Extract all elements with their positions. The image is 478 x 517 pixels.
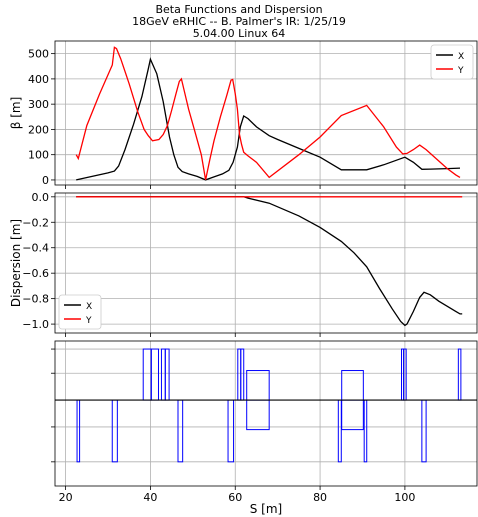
y-axis-label: β [m] — [9, 97, 23, 130]
x-tick-label-1: 40 — [143, 491, 157, 504]
magnet-element-10 — [246, 370, 270, 401]
y-tick-label-5: −1.0 — [22, 318, 49, 331]
y-tick-label-3: −0.6 — [22, 267, 49, 280]
y-tick-label-2: −0.4 — [22, 242, 49, 255]
magnet-element-1 — [111, 399, 118, 463]
chart-title-line-1: Beta Functions and Dispersion — [155, 3, 323, 16]
beta-panel: 0 100 200 300 400 500 β [m] XY — [9, 40, 478, 189]
magnet-element-12 — [337, 399, 342, 463]
axes-frame — [54, 340, 478, 487]
magnet-element-13 — [341, 370, 364, 401]
x-tick-label-4: 100 — [394, 491, 415, 504]
y-tick-label-3: 300 — [28, 98, 49, 111]
lattice-layout-panel: 20 40 60 80 100 S [m] — [51, 340, 478, 516]
legend: XY — [58, 294, 102, 330]
legend: XY — [430, 44, 474, 80]
chart-title-line-3: 5.04.00 Linux 64 — [192, 27, 286, 40]
legend-label-x: X — [458, 52, 464, 62]
legend-label-y: Y — [457, 66, 464, 76]
magnet-element-7 — [227, 399, 235, 463]
y-tick-label-0: 0 — [42, 174, 49, 187]
magnet-element-6 — [177, 399, 184, 463]
x-axis-label: S [m] — [250, 502, 282, 516]
x-tick-label-3: 80 — [313, 491, 327, 504]
magnet-element-19 — [457, 348, 462, 401]
axes-frame — [54, 192, 478, 334]
magnet-element-5 — [164, 348, 170, 401]
series-line-x — [76, 196, 463, 327]
legend-label-y: Y — [85, 316, 92, 326]
magnet-element-4 — [160, 348, 166, 401]
y-tick-label-4: 400 — [28, 73, 49, 86]
y-tick-label-4: −0.8 — [22, 293, 49, 306]
dispersion-panel: 0.0 −0.2 −0.4 −0.6 −0.8 −1.0 Dispersion [m] XY — [9, 191, 478, 337]
magnet-element-18 — [421, 399, 427, 463]
y-tick-label-5: 500 — [28, 48, 49, 61]
y-tick-label-1: −0.2 — [22, 216, 49, 229]
magnet-element-14 — [341, 399, 364, 431]
magnet-element-9 — [240, 348, 245, 401]
x-tick-label-2: 60 — [228, 491, 242, 504]
legend-box — [58, 294, 102, 330]
y-tick-label-1: 100 — [28, 149, 49, 162]
series-line-y — [75, 46, 461, 181]
y-axis-label: Dispersion [m] — [9, 219, 23, 307]
axes-frame — [54, 40, 478, 186]
y-tick-label-2: 200 — [28, 123, 49, 136]
series-line-x — [76, 57, 461, 181]
y-tick-label-0: 0.0 — [32, 191, 50, 204]
x-tick-label-0: 20 — [59, 491, 73, 504]
legend-box — [430, 44, 474, 80]
magnet-element-15 — [363, 399, 368, 463]
chart-title-line-2: 18GeV eRHIC -- B. Palmer's IR: 1/25/19 — [132, 15, 346, 28]
legend-label-x: X — [86, 302, 92, 312]
magnet-element-0 — [76, 399, 81, 463]
magnet-element-3 — [150, 348, 159, 401]
magnet-element-11 — [246, 399, 270, 431]
